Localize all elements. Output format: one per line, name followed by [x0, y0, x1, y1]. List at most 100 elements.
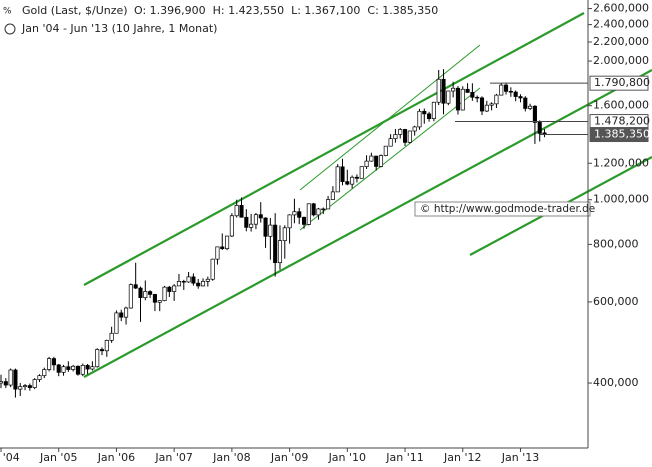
candle-body [138, 287, 143, 298]
candle-body [513, 91, 518, 97]
candle-body [316, 208, 321, 216]
candle-body [374, 155, 379, 167]
candle-body [99, 349, 105, 352]
watermark: © http://www.godmode-trader.de [414, 201, 595, 217]
candle-body [51, 358, 56, 366]
candle-body [287, 214, 292, 229]
x-tick-label: Jan '09 [270, 451, 308, 464]
candle-body [455, 87, 461, 111]
candle-body [441, 78, 446, 104]
candle-body [378, 155, 384, 167]
price-marker-label: 1.478,200 [594, 115, 650, 128]
candle-body [8, 369, 13, 386]
candle-body [162, 286, 167, 301]
icon: % [3, 7, 12, 17]
candle-body [321, 208, 326, 211]
candle-body [249, 223, 254, 228]
candle-body [47, 358, 52, 370]
candle-body [402, 129, 408, 143]
candle-body [239, 205, 244, 218]
candle-body [3, 381, 8, 386]
candle-body [186, 276, 191, 283]
candle-body [200, 281, 206, 287]
candle-body [80, 364, 85, 375]
y-tick-label: 600,000 [593, 295, 639, 308]
price-marker-box [589, 75, 649, 91]
candle-body [27, 385, 32, 388]
candle-body [489, 103, 494, 106]
candle-body [37, 375, 42, 380]
watermark-box [414, 201, 591, 217]
x-tick-label: Jan '05 [39, 451, 77, 464]
x-tick-label: Jan '08 [212, 451, 250, 464]
candle-body [66, 366, 71, 370]
candle-body [523, 97, 528, 109]
candle-body [176, 281, 182, 287]
candle-body [157, 300, 162, 303]
candle-body [148, 291, 153, 295]
candle-body [95, 349, 100, 368]
candle-body [273, 224, 278, 264]
candle-body [479, 97, 485, 112]
price-marker-label: 1.790,800 [594, 76, 650, 89]
candle-body [412, 126, 417, 132]
candle-body [407, 130, 412, 143]
candle-body [152, 294, 157, 303]
candle-body [499, 84, 504, 96]
price-marker-label: 1.385,350 [594, 128, 650, 141]
y-tick-label: 800,000 [593, 237, 639, 250]
candle-body [364, 160, 369, 167]
candle-body [143, 291, 148, 298]
x-tick-label: Jan '10 [328, 451, 366, 464]
candle-body [518, 96, 523, 99]
candle-body [335, 166, 340, 193]
candle-body [104, 340, 109, 352]
candle-body [422, 110, 427, 115]
header-quote: O: 1.396,900 H: 1.423,550 L: 1.367,100 C… [134, 4, 438, 17]
y-tick-label: 400,000 [593, 376, 639, 389]
candle-body [451, 87, 456, 92]
y-tick-label: 2.000,000 [593, 54, 649, 67]
candle-body [282, 227, 287, 242]
trend-line [83, 69, 652, 378]
candle-body [470, 92, 475, 98]
candle-body [383, 145, 388, 156]
candle-body [114, 312, 119, 334]
candle-body [446, 90, 451, 104]
candle-body [393, 134, 398, 140]
x-tick-label: Jan '11 [385, 451, 423, 464]
candle-body [494, 94, 499, 105]
candle-body [18, 386, 23, 390]
trend-line [83, 12, 585, 286]
candle-body [109, 332, 114, 341]
candle-body [350, 176, 355, 185]
x-tick-label: Jan '07 [154, 451, 192, 464]
candle-body [119, 312, 124, 318]
candle-body [205, 278, 210, 282]
candle-body [210, 258, 215, 280]
y-tick-label: 1.000,000 [593, 193, 649, 206]
candle-body [196, 282, 201, 287]
candle-body [229, 215, 234, 237]
candle-body [508, 91, 513, 93]
candle-body [388, 138, 393, 147]
price-marker-box [589, 127, 649, 143]
candle-body [225, 235, 230, 250]
candle-body [191, 276, 196, 284]
candle-body [398, 129, 403, 135]
candle-body [56, 364, 61, 373]
x-tick-label: Jan '12 [443, 451, 481, 464]
y-tick-label: 2.600,000 [593, 2, 649, 15]
candle-body [306, 203, 311, 225]
candle-body [340, 166, 345, 182]
clock-icon [4, 23, 16, 35]
candle-body [253, 214, 258, 225]
candle-body [369, 155, 374, 162]
candle-body [244, 216, 249, 228]
candle-body [431, 101, 436, 119]
candle-body [172, 285, 177, 292]
candle-body [301, 216, 307, 225]
candle-body [0, 381, 4, 384]
candle-body [32, 379, 37, 388]
